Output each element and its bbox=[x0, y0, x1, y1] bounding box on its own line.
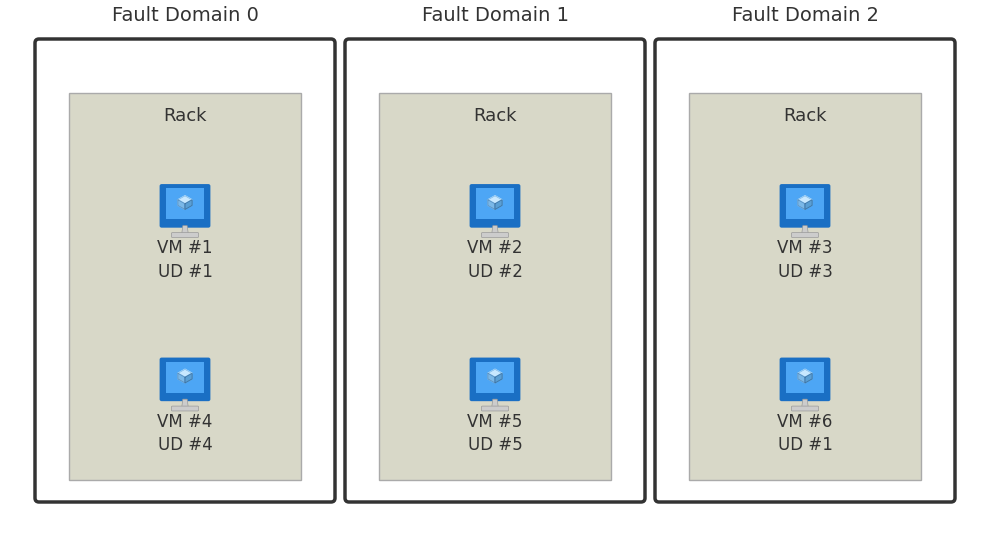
FancyBboxPatch shape bbox=[481, 232, 509, 238]
Polygon shape bbox=[182, 399, 188, 407]
Polygon shape bbox=[185, 200, 192, 209]
Polygon shape bbox=[798, 200, 805, 209]
Polygon shape bbox=[798, 373, 805, 383]
Polygon shape bbox=[488, 373, 495, 383]
Polygon shape bbox=[495, 200, 502, 209]
FancyBboxPatch shape bbox=[476, 189, 514, 219]
FancyBboxPatch shape bbox=[165, 189, 204, 219]
FancyBboxPatch shape bbox=[786, 189, 825, 219]
Text: Fault Domain 2: Fault Domain 2 bbox=[732, 6, 878, 25]
FancyBboxPatch shape bbox=[786, 362, 825, 393]
FancyBboxPatch shape bbox=[69, 93, 301, 480]
Text: Fault Domain 0: Fault Domain 0 bbox=[112, 6, 258, 25]
FancyBboxPatch shape bbox=[779, 358, 831, 401]
FancyBboxPatch shape bbox=[159, 184, 211, 228]
Polygon shape bbox=[185, 373, 192, 383]
FancyBboxPatch shape bbox=[791, 406, 819, 411]
Polygon shape bbox=[488, 196, 502, 204]
Polygon shape bbox=[488, 200, 495, 209]
FancyBboxPatch shape bbox=[469, 184, 521, 228]
Polygon shape bbox=[492, 225, 498, 233]
Text: VM #6
UD #1: VM #6 UD #1 bbox=[777, 413, 833, 454]
Text: VM #2
UD #2: VM #2 UD #2 bbox=[467, 239, 523, 281]
Text: VM #5
UD #5: VM #5 UD #5 bbox=[467, 413, 523, 454]
Text: Fault Domain 1: Fault Domain 1 bbox=[422, 6, 568, 25]
FancyBboxPatch shape bbox=[655, 39, 955, 502]
Text: Rack: Rack bbox=[783, 107, 827, 125]
Text: Rack: Rack bbox=[473, 107, 517, 125]
Polygon shape bbox=[178, 369, 192, 377]
FancyBboxPatch shape bbox=[345, 39, 645, 502]
FancyBboxPatch shape bbox=[481, 406, 509, 411]
FancyBboxPatch shape bbox=[171, 406, 199, 411]
Polygon shape bbox=[488, 369, 502, 377]
FancyBboxPatch shape bbox=[791, 232, 819, 238]
FancyBboxPatch shape bbox=[476, 362, 514, 393]
Text: VM #4
UD #4: VM #4 UD #4 bbox=[157, 413, 213, 454]
Polygon shape bbox=[798, 369, 812, 377]
FancyBboxPatch shape bbox=[379, 93, 611, 480]
Polygon shape bbox=[798, 196, 812, 204]
FancyBboxPatch shape bbox=[171, 232, 199, 238]
Polygon shape bbox=[492, 399, 498, 407]
Polygon shape bbox=[495, 373, 502, 383]
FancyBboxPatch shape bbox=[689, 93, 921, 480]
Text: Rack: Rack bbox=[163, 107, 207, 125]
Polygon shape bbox=[178, 196, 192, 204]
FancyBboxPatch shape bbox=[35, 39, 335, 502]
Text: VM #3
UD #3: VM #3 UD #3 bbox=[777, 239, 833, 281]
Polygon shape bbox=[182, 225, 188, 233]
Polygon shape bbox=[802, 225, 808, 233]
Polygon shape bbox=[178, 373, 185, 383]
FancyBboxPatch shape bbox=[165, 362, 204, 393]
FancyBboxPatch shape bbox=[469, 358, 521, 401]
Polygon shape bbox=[802, 399, 808, 407]
FancyBboxPatch shape bbox=[159, 358, 211, 401]
Polygon shape bbox=[178, 200, 185, 209]
FancyBboxPatch shape bbox=[779, 184, 831, 228]
Polygon shape bbox=[805, 200, 812, 209]
Text: VM #1
UD #1: VM #1 UD #1 bbox=[157, 239, 213, 281]
Polygon shape bbox=[805, 373, 812, 383]
